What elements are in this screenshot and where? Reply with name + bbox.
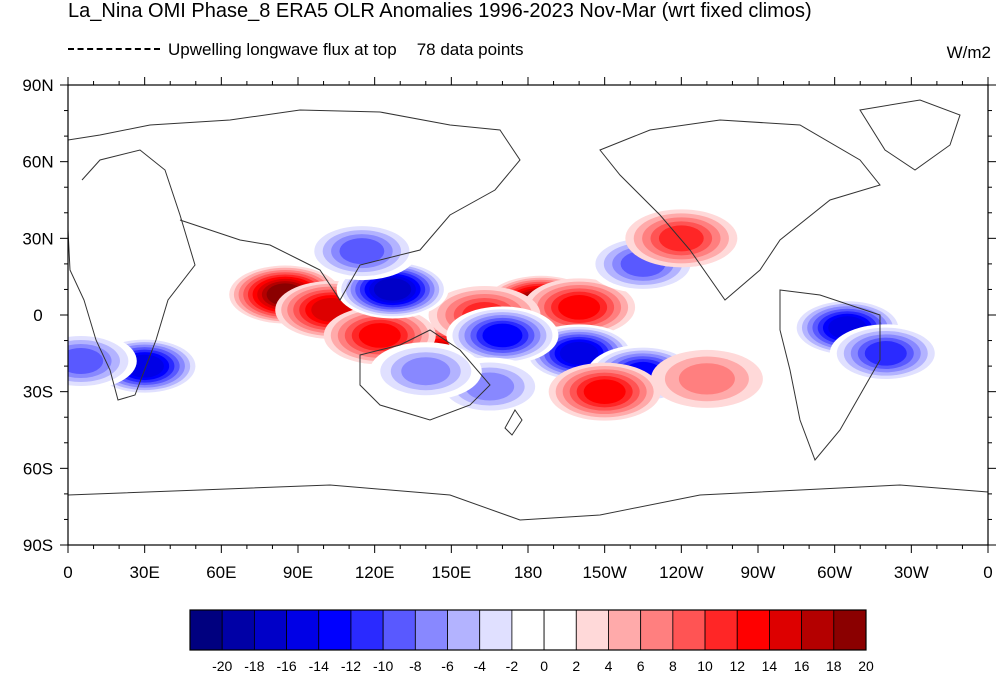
colorbar-label: -20 [212, 658, 232, 674]
units-label: W/m2 [946, 43, 991, 62]
colorbar-label: 10 [697, 658, 713, 674]
lat-tick-label: 30N [22, 229, 53, 248]
anomaly-contour-7-9 [373, 278, 412, 301]
colorbar-label: -2 [506, 658, 519, 674]
colorbar-label: 6 [637, 658, 645, 674]
lon-tick-label: 120W [659, 563, 703, 582]
legend-text: Upwelling longwave flux at top [168, 40, 397, 59]
dashed-line-icon [68, 47, 160, 50]
lon-tick-label: 30E [130, 563, 160, 582]
colorbar-swatch [801, 609, 835, 651]
colorbar-swatch [543, 609, 577, 651]
colorbar-swatch [833, 609, 867, 651]
lat-tick-label: 0 [33, 306, 42, 325]
colorbar-label: -10 [373, 658, 393, 674]
colorbar-swatch [672, 609, 706, 651]
anomaly-contour-21-4 [401, 357, 451, 386]
lon-tick-label: 30W [894, 563, 929, 582]
anomaly-contours [68, 209, 942, 421]
anomaly-contour-9-7 [482, 323, 523, 348]
anomaly-contour-17-5 [658, 225, 704, 252]
coast-antarctica [68, 484, 988, 521]
coast-greenland [859, 99, 961, 171]
lat-tick-label: 90N [22, 76, 53, 95]
colorbar-swatch [769, 609, 803, 651]
colorbar-swatch [575, 609, 609, 651]
colorbar-swatch [286, 609, 320, 651]
colorbar-label: -4 [473, 658, 486, 674]
plot-title: La_Nina OMI Phase_8 ERA5 OLR Anomalies 1… [68, 0, 812, 22]
coast-south-america [779, 289, 881, 461]
lat-tick-label: 60S [23, 459, 53, 478]
colorbar-label: 0 [540, 658, 548, 674]
lon-tick-label: 90W [741, 563, 776, 582]
colorbar-swatch [221, 609, 255, 651]
colorbar-swatch [189, 609, 223, 651]
anomaly-contour-8-8 [559, 341, 599, 365]
colorbar-label: -14 [309, 658, 329, 674]
colorbar-label: 4 [605, 658, 613, 674]
lon-tick-label: 150W [582, 563, 626, 582]
anomaly-contour-3-6 [358, 323, 401, 348]
colorbar-swatch [608, 609, 642, 651]
lat-tick-label: 90S [23, 536, 53, 555]
colorbar-label: 20 [858, 658, 874, 674]
anomaly-contour-18-6 [583, 379, 626, 404]
colorbar-swatch [640, 609, 674, 651]
lat-tick-label: 60N [22, 153, 53, 172]
lon-tick-label: 90E [283, 563, 313, 582]
colorbar-label: 14 [762, 658, 778, 674]
colorbar-label: -8 [409, 658, 422, 674]
colorbar-label: -16 [276, 658, 296, 674]
colorbar-swatch [318, 609, 352, 651]
colorbar-label: -18 [244, 658, 264, 674]
colorbar-label: -12 [341, 658, 361, 674]
colorbar-label: 8 [669, 658, 677, 674]
colorbar-swatch [350, 609, 384, 651]
colorbar-label: 2 [572, 658, 580, 674]
colorbar-swatch [253, 609, 287, 651]
colorbar-swatch [382, 609, 416, 651]
colorbar-swatch [414, 609, 448, 651]
colorbar-label: -6 [441, 658, 454, 674]
lon-tick-label: 0 [983, 563, 992, 582]
colorbar-swatch [704, 609, 738, 651]
coastlines [68, 99, 988, 521]
anomaly-contour-20-5 [339, 238, 385, 265]
lon-tick-label: 150E [431, 563, 471, 582]
anomaly-contour-19-3 [678, 363, 735, 395]
colorbar-swatch [479, 609, 513, 651]
lon-tick-label: 120E [355, 563, 395, 582]
lon-tick-label: 0 [63, 563, 72, 582]
coast-australia [359, 329, 491, 421]
coast-africa [68, 149, 196, 401]
lon-tick-label: 60E [206, 563, 236, 582]
colorbar-swatch [447, 609, 481, 651]
plot-subtitle: Upwelling longwave flux at top 78 data po… [68, 40, 524, 60]
colorbar-label: 18 [826, 658, 842, 674]
coast-north-america [599, 119, 881, 301]
colorbar-swatch [736, 609, 770, 651]
anomaly-contour-15-6 [864, 341, 907, 366]
anomaly-contour-5-6 [558, 295, 601, 320]
map-axes: 0 30E 60E 90E 120E 150E 180 150W 120W 90W 60W 30W 09… [22, 76, 996, 582]
lon-tick-label: 60W [817, 563, 852, 582]
lat-tick-label: 30S [23, 383, 53, 402]
coast-new-zealand [504, 409, 523, 436]
colorbar: -20 -18 -16 -14 -12 -10 -8 -6 -4 -2 0 2 4 6 8 10 12 14 16 1… [189, 609, 874, 674]
colorbar-label: 12 [729, 658, 745, 674]
colorbar-label: 16 [794, 658, 810, 674]
anomaly-contour-13-5 [68, 348, 104, 374]
colorbar-frame [189, 609, 867, 651]
lon-tick-label: 180 [514, 563, 542, 582]
coast-eurasia [68, 109, 521, 301]
data-points-text: 78 data points [416, 40, 524, 59]
colorbar-swatch [511, 609, 545, 651]
